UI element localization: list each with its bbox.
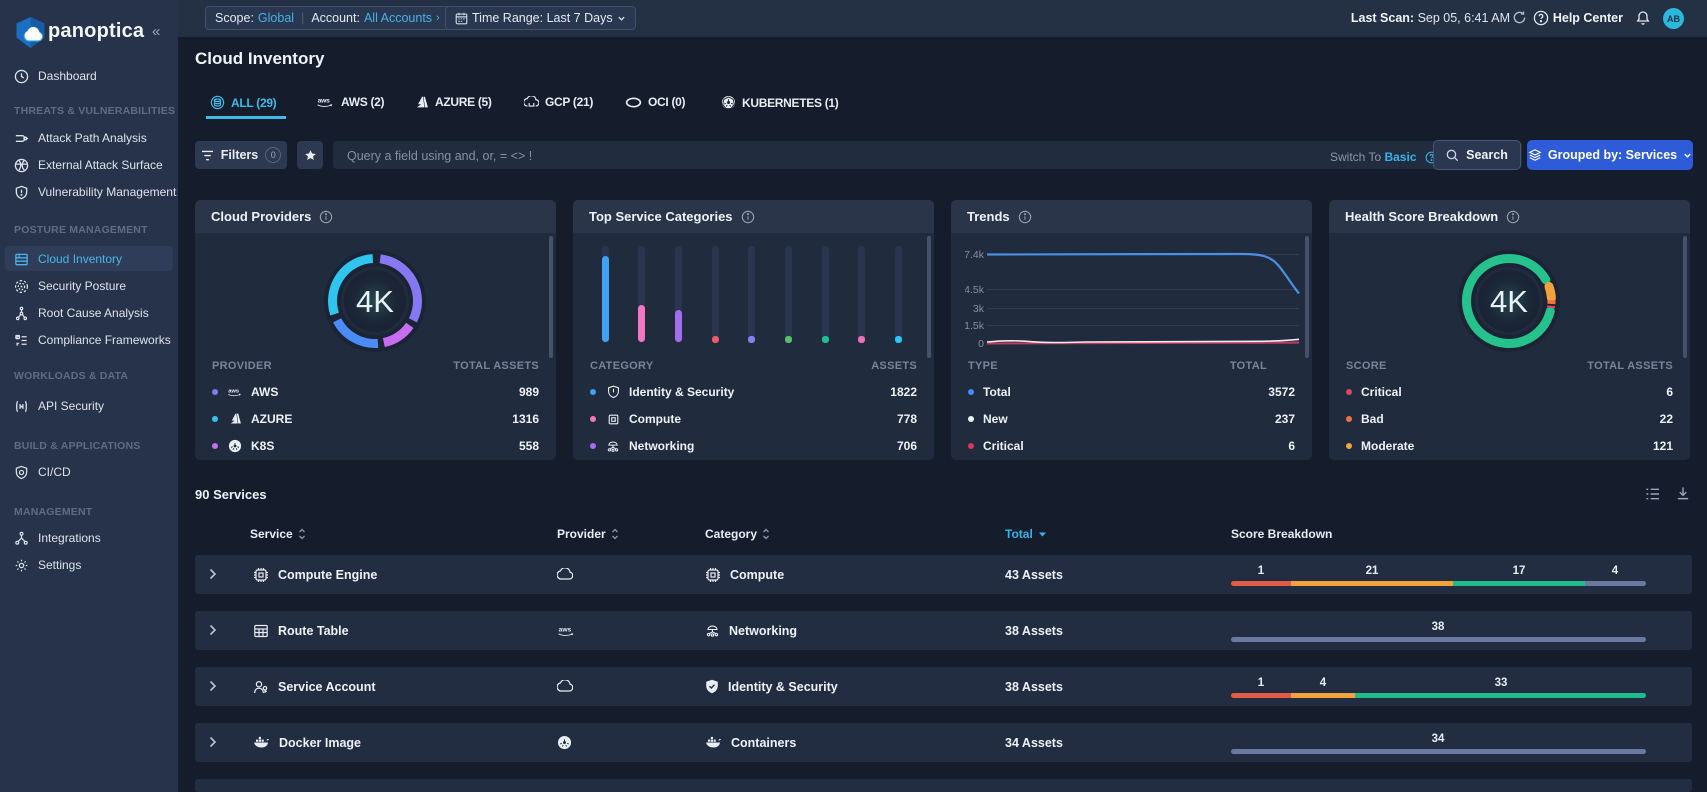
svg-text:1.5k: 1.5k bbox=[965, 320, 985, 332]
svg-text:4K: 4K bbox=[356, 284, 394, 319]
svg-text:7.4k: 7.4k bbox=[965, 249, 985, 261]
svg-text:aws: aws bbox=[318, 97, 330, 104]
svg-text:aws: aws bbox=[228, 388, 239, 394]
svg-text:3k: 3k bbox=[973, 303, 985, 315]
svg-text:aws: aws bbox=[559, 626, 572, 633]
svg-text:4K: 4K bbox=[1490, 284, 1528, 319]
svg-text:4.5k: 4.5k bbox=[965, 284, 985, 296]
svg-text:0: 0 bbox=[978, 338, 984, 350]
